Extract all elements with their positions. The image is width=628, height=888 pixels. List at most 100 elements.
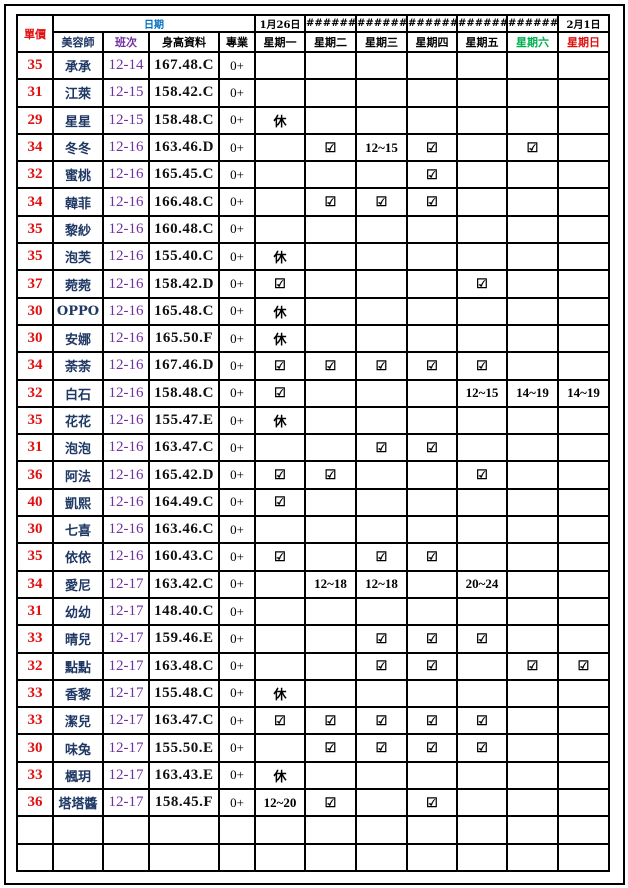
schedule-cell — [406, 214, 458, 245]
schedule-cell: 休 — [254, 405, 306, 436]
shift-cell: 12-16 — [102, 515, 150, 545]
schedule-cell — [355, 50, 408, 81]
schedule-cell — [355, 323, 408, 354]
schedule-cell — [304, 160, 357, 190]
schedule-cell — [254, 842, 306, 872]
schedule-cell — [406, 460, 458, 490]
price-cell — [16, 815, 54, 845]
height-data-cell: 160.43.C — [148, 542, 220, 572]
schedule-cell — [557, 760, 610, 791]
weekday-header: 星期三 — [355, 31, 408, 53]
schedule-cell — [557, 542, 610, 572]
stylist-name-cell: 七喜 — [52, 515, 104, 545]
height-data-cell: 163.46.C — [148, 515, 220, 545]
schedule-cell — [304, 515, 357, 545]
schedule-cell — [355, 760, 408, 791]
schedule-cell — [557, 132, 610, 163]
height-data-cell: 165.42.D — [148, 460, 220, 490]
table-row: 29 星星 12-15 158.48.C 0+ 休 — [16, 105, 610, 135]
height-data-cell: 164.49.C — [148, 487, 220, 518]
schedule-cell — [304, 678, 357, 709]
schedule-cell — [355, 378, 408, 408]
schedule-cell — [254, 187, 306, 217]
stylist-name-cell: 安娜 — [52, 323, 104, 354]
checked-box-icon: ☑ — [456, 351, 508, 381]
date-header: ###### — [506, 14, 559, 33]
schedule-cell — [506, 433, 559, 463]
shift-cell: 12-16 — [102, 542, 150, 572]
checked-box-icon: ☑ — [557, 651, 610, 681]
checked-box-icon: ☑ — [406, 351, 458, 381]
schedule-cell — [355, 160, 408, 190]
schedule-cell — [506, 242, 559, 272]
checked-box-icon: ☑ — [355, 433, 408, 463]
schedule-cell — [557, 624, 610, 654]
schedule-cell — [456, 678, 508, 709]
professional-cell: 0+ — [218, 105, 256, 135]
table-row: 33 楓玥 12-17 163.43.E 0+ 休 — [16, 760, 610, 791]
table-row: 35 泡芙 12-16 155.40.C 0+ 休 — [16, 242, 610, 272]
schedule-cell — [254, 651, 306, 681]
schedule-cell — [355, 214, 408, 245]
table-row: 33 香黎 12-17 155.48.C 0+ 休 — [16, 678, 610, 709]
height-data-cell: 148.40.C — [148, 596, 220, 627]
schedule-cell — [304, 815, 357, 845]
shift-cell: 12-16 — [102, 433, 150, 463]
professional-cell: 0+ — [218, 651, 256, 681]
table-row: 33 潔兒 12-17 163.47.C 0+ ☑ ☑ ☑ ☑ ☑ — [16, 706, 610, 736]
stylist-name-cell: OPPO — [52, 296, 104, 326]
checked-box-icon: ☑ — [254, 487, 306, 518]
schedule-cell — [557, 405, 610, 436]
stylist-name-cell: 冬冬 — [52, 132, 104, 163]
schedule-cell: 12~18 — [355, 569, 408, 599]
weekday-header-sunday: 星期日 — [557, 31, 610, 53]
schedule-cell — [254, 78, 306, 108]
schedule-cell — [456, 788, 508, 818]
shift-cell: 12-16 — [102, 487, 150, 518]
table-row: 36 阿法 12-16 165.42.D 0+ ☑ ☑ ☑ — [16, 460, 610, 490]
stylist-name-cell: 江萊 — [52, 78, 104, 108]
stylist-name-cell: 菀菀 — [52, 269, 104, 299]
stylist-name-cell: 點點 — [52, 651, 104, 681]
stylist-name-cell: 香黎 — [52, 678, 104, 709]
price-cell: 36 — [16, 460, 54, 490]
schedule-cell: 14~19 — [506, 378, 559, 408]
height-data-cell: 159.46.E — [148, 624, 220, 654]
professional-cell — [218, 842, 256, 872]
price-cell — [16, 842, 54, 872]
table-row: 35 承承 12-14 167.48.C 0+ — [16, 50, 610, 81]
schedule-cell: 14~19 — [557, 378, 610, 408]
checked-box-icon: ☑ — [304, 788, 357, 818]
stylist-name-cell: 依依 — [52, 542, 104, 572]
checked-box-icon: ☑ — [456, 733, 508, 763]
table-row: 31 幼幼 12-17 148.40.C 0+ — [16, 596, 610, 627]
shift-cell: 12-16 — [102, 460, 150, 490]
shift-cell: 12-17 — [102, 788, 150, 818]
header-row-columns: 美容師 班次 身高資料 專業 星期一 星期二 星期三 星期四 星期五 星期六 星… — [17, 31, 610, 53]
table-row: 34 冬冬 12-16 163.46.D 0+ ☑ 12~15 ☑ ☑ — [16, 132, 610, 163]
shift-cell: 12-17 — [102, 706, 150, 736]
price-cell: 30 — [16, 515, 54, 545]
shift-header: 班次 — [102, 31, 150, 53]
shift-cell — [102, 842, 150, 872]
schedule-cell — [557, 487, 610, 518]
schedule-cell — [456, 651, 508, 681]
checked-box-icon: ☑ — [355, 624, 408, 654]
shift-cell — [102, 815, 150, 845]
schedule-cell — [355, 460, 408, 490]
table-row — [16, 842, 610, 872]
schedule-cell — [456, 323, 508, 354]
table-row: 32 蜜桃 12-16 165.45.C 0+ ☑ — [16, 160, 610, 190]
schedule-cell — [304, 214, 357, 245]
height-data-cell: 158.45.F — [148, 788, 220, 818]
schedule-cell — [355, 296, 408, 326]
table-row: 30 七喜 12-16 163.46.C 0+ — [16, 515, 610, 545]
price-cell: 33 — [16, 760, 54, 791]
price-cell: 32 — [16, 378, 54, 408]
schedule-cell — [304, 323, 357, 354]
professional-cell: 0+ — [218, 378, 256, 408]
schedule-cell — [406, 842, 458, 872]
checked-box-icon: ☑ — [406, 132, 458, 163]
schedule-cell — [557, 460, 610, 490]
stylist-name-cell: 韓菲 — [52, 187, 104, 217]
